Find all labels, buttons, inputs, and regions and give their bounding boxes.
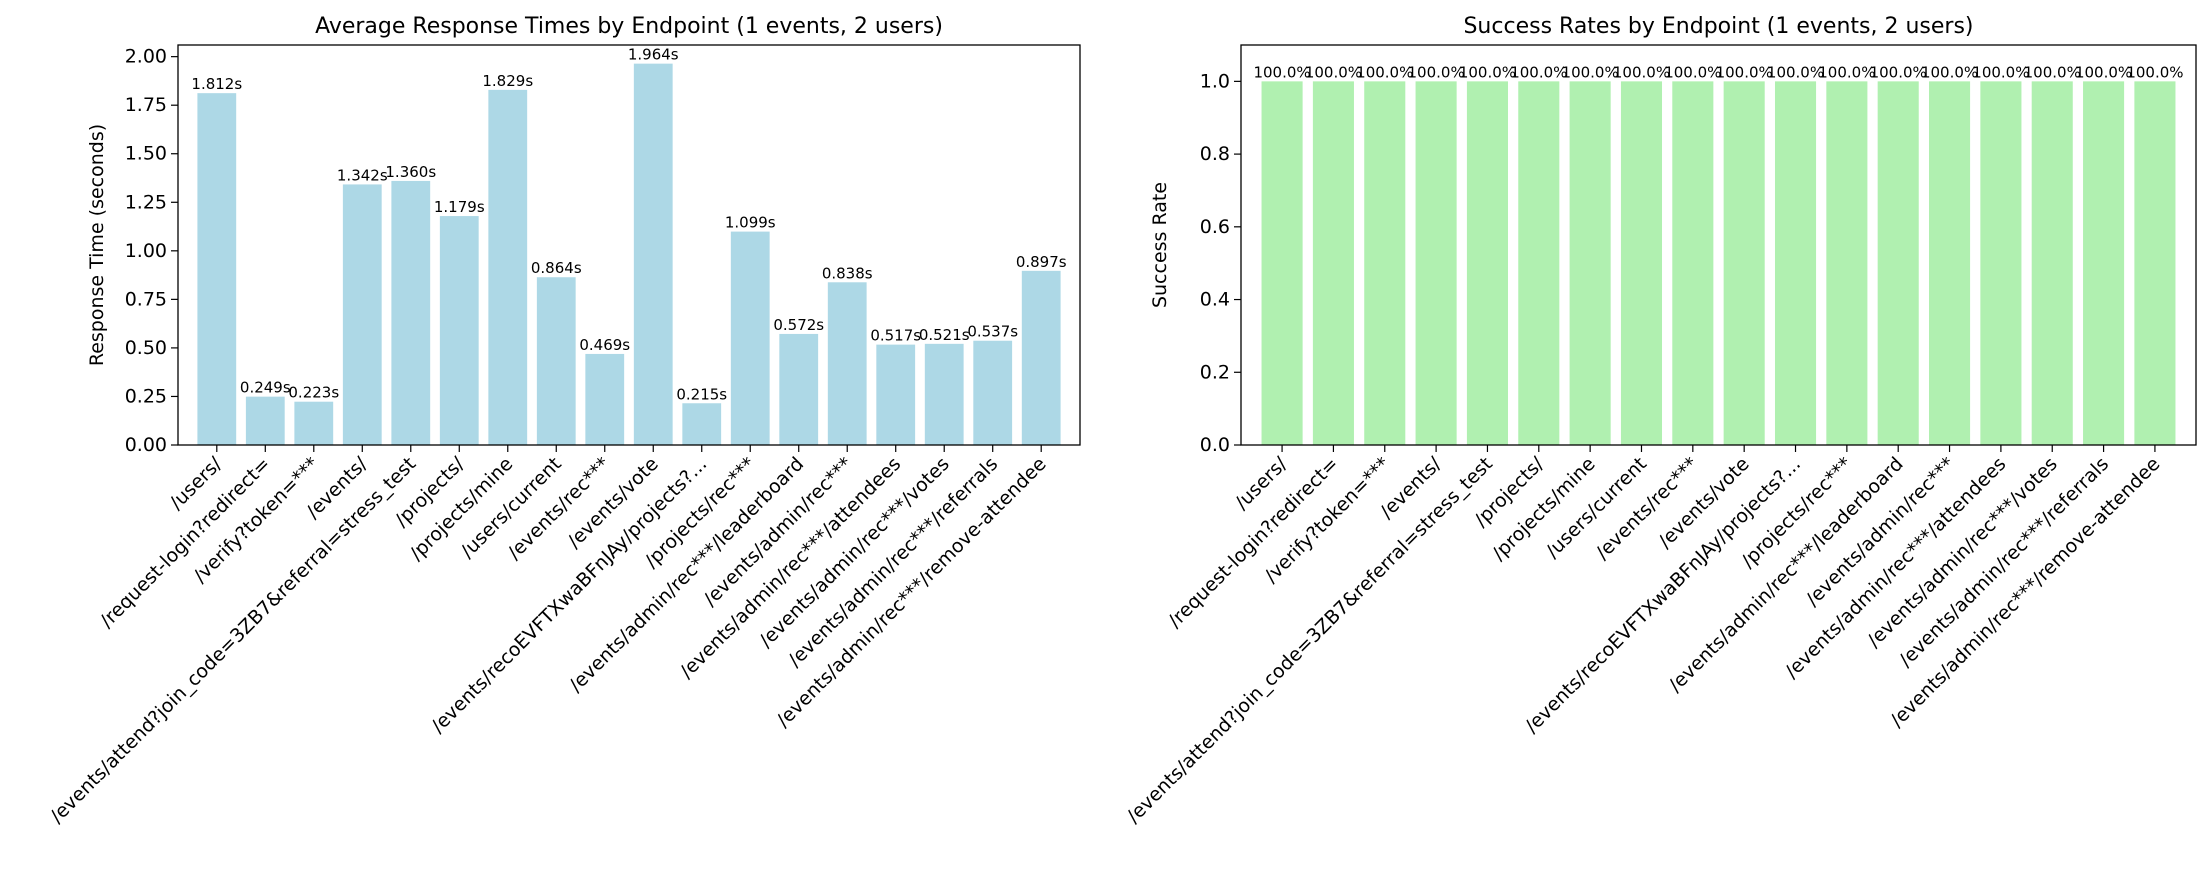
bar [827, 282, 867, 445]
bar-data-label: 100.0% [1972, 63, 2029, 81]
bar [294, 401, 334, 445]
bar-data-label: 100.0% [1562, 63, 1619, 81]
bar [1415, 81, 1457, 445]
bar [876, 344, 916, 445]
y-tick-label: 0.00 [125, 434, 167, 456]
bar-data-label: 1.179s [434, 198, 485, 216]
bar [779, 333, 819, 445]
bar-data-label: 0.215s [676, 385, 727, 403]
y-tick-label: 0.2 [1200, 361, 1230, 383]
bar [633, 63, 673, 445]
bar-data-label: 100.0% [1459, 63, 1516, 81]
y-tick-label: 0.75 [125, 288, 167, 310]
bar-data-label: 0.897s [1016, 253, 1067, 271]
bar [682, 403, 722, 445]
bar [1774, 81, 1817, 445]
bar-data-label: 100.0% [2024, 63, 2081, 81]
bar-data-label: 100.0% [1664, 63, 1721, 81]
bar [1021, 270, 1061, 445]
bar [1980, 81, 2022, 445]
bar [1672, 81, 1714, 445]
y-tick-label: 2.00 [125, 46, 167, 68]
success-rate-chart: Success Rates by Endpoint (1 events, 2 u… [1123, 14, 2197, 827]
bar [1877, 81, 1919, 445]
bar [391, 180, 431, 445]
bar [2031, 81, 2073, 445]
bar [585, 353, 625, 445]
bar-data-label: 100.0% [1818, 63, 1875, 81]
response-time-chart: Average Response Times by Endpoint (1 ev… [46, 14, 1081, 827]
y-tick-label: 0.50 [125, 337, 167, 359]
y-tick-label: 1.0 [1200, 70, 1230, 92]
bar-data-label: 0.521s [919, 326, 970, 344]
bar-data-label: 100.0% [1408, 63, 1465, 81]
bar-data-label: 100.0% [1870, 63, 1927, 81]
y-tick-label: 1.75 [125, 94, 167, 116]
bar [1466, 81, 1508, 445]
bar-data-label: 1.342s [337, 166, 388, 184]
bar-data-label: 0.838s [822, 264, 873, 282]
chart-title: Success Rates by Endpoint (1 events, 2 u… [1463, 14, 1973, 39]
y-tick-label: 0.25 [125, 385, 167, 407]
bar [2083, 81, 2125, 445]
y-tick-label: 0.6 [1200, 216, 1230, 238]
bar [488, 89, 528, 445]
axes-frame [177, 44, 1081, 446]
bar [1620, 81, 1663, 445]
bar [2134, 81, 2176, 445]
bar-data-label: 100.0% [1613, 63, 1670, 81]
bar-data-label: 0.249s [240, 379, 291, 397]
axes-frame [1240, 44, 2197, 446]
bar-data-label: 100.0% [1921, 63, 1978, 81]
bar-data-label: 100.0% [2075, 63, 2132, 81]
bar [197, 93, 237, 446]
chart-title: Average Response Times by Endpoint (1 ev… [315, 14, 943, 39]
y-tick-label: 1.50 [125, 143, 167, 165]
y-tick-label: 0.4 [1200, 289, 1230, 311]
bar-data-label: 100.0% [1356, 63, 1413, 81]
bar-data-label: 100.0% [1305, 63, 1362, 81]
bar [1261, 81, 1303, 445]
bar-data-label: 0.537s [967, 323, 1018, 341]
y-tick-label: 1.25 [125, 191, 167, 213]
bar-data-label: 0.469s [579, 336, 630, 354]
y-axis-label: Success Rate [1149, 182, 1171, 308]
y-tick-label: 0.0 [1200, 434, 1230, 456]
bar-data-label: 1.812s [191, 75, 242, 93]
bar [730, 231, 770, 445]
bar-data-label: 0.517s [870, 327, 921, 345]
bar-data-label: 1.964s [628, 46, 679, 64]
bar-data-label: 1.099s [725, 214, 776, 232]
bar-data-label: 0.223s [288, 384, 339, 402]
bar-data-label: 100.0% [2126, 63, 2183, 81]
bar [924, 343, 964, 445]
bar [245, 396, 285, 445]
y-axis-label: Response Time (seconds) [86, 124, 108, 366]
bar-data-label: 0.864s [531, 259, 582, 277]
bar [1929, 81, 1971, 445]
bar-data-label: 100.0% [1716, 63, 1773, 81]
bar-data-label: 100.0% [1767, 63, 1824, 81]
bar [536, 277, 576, 445]
bar [1364, 81, 1406, 445]
bar-data-label: 1.360s [385, 163, 436, 181]
bar [342, 184, 382, 445]
bar [1826, 81, 1868, 445]
x-tick-label: /events/attend?join_code=3ZB7&referral=s… [1123, 453, 1497, 827]
bar [1569, 81, 1611, 445]
bar [1518, 81, 1560, 445]
bar-data-label: 100.0% [1253, 63, 1310, 81]
y-tick-label: 1.00 [125, 240, 167, 262]
bar-data-label: 100.0% [1510, 63, 1567, 81]
bar-data-label: 0.572s [773, 316, 824, 334]
bar [1312, 81, 1354, 445]
bar [973, 340, 1013, 445]
bar-data-label: 1.829s [482, 72, 533, 90]
bar [439, 216, 479, 445]
bar [1723, 81, 1765, 445]
y-tick-label: 0.8 [1200, 143, 1230, 165]
